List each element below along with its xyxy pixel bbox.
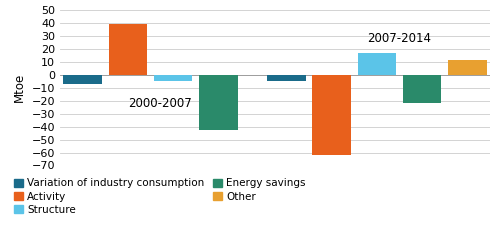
Bar: [108, 24, 147, 75]
Bar: [154, 75, 192, 81]
Legend: Variation of industry consumption, Activity, Structure, Energy savings, Other: Variation of industry consumption, Activ…: [14, 179, 306, 215]
Bar: [64, 75, 102, 84]
Y-axis label: Mtoe: Mtoe: [13, 73, 26, 102]
Bar: [403, 75, 442, 103]
Bar: [199, 75, 237, 130]
Text: 2007-2014: 2007-2014: [368, 32, 432, 45]
Bar: [448, 61, 486, 75]
Text: 2000-2007: 2000-2007: [128, 97, 192, 110]
Bar: [358, 53, 396, 75]
Bar: [267, 75, 306, 81]
Bar: [312, 75, 351, 155]
